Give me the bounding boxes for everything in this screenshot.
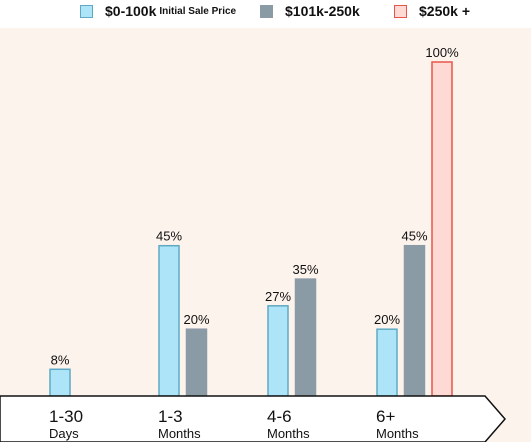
legend-item-0-100k: $0-100k Initial Sale Price (80, 2, 236, 20)
legend-item-101k-250k: $101k-250k (260, 2, 360, 20)
legend-swatch-101k-250k (260, 4, 273, 18)
legend-swatch-250k-plus (394, 4, 407, 18)
x-tick-label-2: 4-6 (267, 407, 292, 426)
bar-series-0-category-1 (158, 244, 180, 397)
bar-series-1-category-2 (294, 278, 317, 397)
bar-series-0-category-2 (267, 305, 289, 397)
data-label-series-2-category-3: 100% (425, 45, 459, 60)
data-label-series-1-category-2: 35% (292, 262, 318, 277)
x-axis-arrow (0, 395, 506, 442)
legend-sublabel-initial-sale-price: Initial Sale Price (159, 5, 237, 17)
bar-series-2-category-3 (431, 61, 453, 397)
data-label-series-1-category-1: 20% (183, 312, 209, 327)
x-tick-label-1: 1-3 (158, 407, 183, 426)
bar-series-0-category-0 (49, 368, 71, 397)
x-tick-label-0: 1-30 (49, 407, 83, 426)
x-tick-sublabel-2: Months (267, 426, 310, 441)
data-label-series-1-category-3: 45% (401, 229, 427, 244)
legend: $0-100k Initial Sale Price $101k-250k $2… (0, 0, 531, 28)
legend-label-250k-plus: $250k + (419, 3, 470, 19)
bar-series-1-category-3 (403, 244, 426, 397)
legend-label-101k-250k: $101k-250k (285, 3, 360, 19)
x-tick-sublabel-3: Months (376, 426, 419, 441)
legend-swatch-0-100k (80, 4, 93, 18)
legend-item-250k-plus: $250k + (394, 2, 470, 20)
bar-series-0-category-3 (376, 328, 398, 397)
x-tick-label-3: 6+ (376, 407, 395, 426)
x-tick-sublabel-1: Months (158, 426, 201, 441)
bar-series-1-category-1 (185, 328, 208, 397)
data-label-series-0-category-0: 8% (51, 352, 70, 367)
data-label-series-0-category-3: 20% (374, 312, 400, 327)
x-tick-sublabel-0: Days (49, 426, 79, 441)
data-label-series-0-category-1: 45% (156, 229, 182, 244)
data-label-series-0-category-2: 27% (265, 289, 291, 304)
legend-label-0-100k: $0-100k (105, 3, 157, 19)
